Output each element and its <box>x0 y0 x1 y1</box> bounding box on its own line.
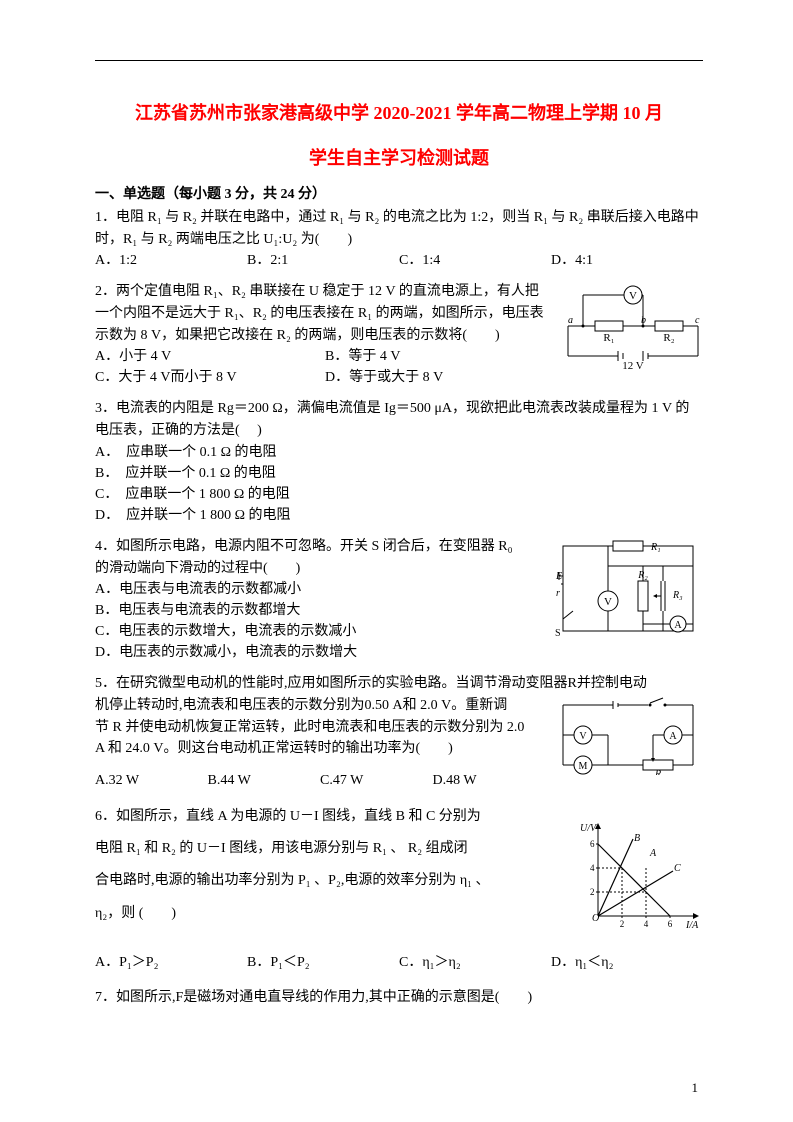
q4-r1-label: R₁ <box>650 542 661 553</box>
q2-opt-a: A．小于 4 V <box>95 346 325 367</box>
q5-circuit-figure: V A M R <box>553 695 703 791</box>
q2-opt-b: B．等于 4 V <box>325 346 555 367</box>
q4-circuit-figure: R₁ E r S V R₂ R₃ A <box>553 536 703 663</box>
q6-opt-d: D．η₁＜η₂ <box>551 952 703 973</box>
q5-opt-c: C.47 W <box>320 770 433 791</box>
question-3: 3．电流表的内阻是 Rg＝200 Ω，满偏电流值是 Ig＝500 μA，现欲把此… <box>95 398 703 525</box>
question-7: 7．如图所示,F是磁场对通电直导线的作用力,其中正确的示意图是( ) <box>95 987 703 1009</box>
q2-node-b: b <box>641 315 646 326</box>
q3-text: 3．电流表的内阻是 Rg＝200 Ω，满偏电流值是 Ig＝500 μA，现欲把此… <box>95 398 703 441</box>
q5-line1: 5．在研究微型电动机的性能时,应用如图所示的实验电路。当调节滑动变阻器R并控制电… <box>95 673 703 695</box>
q5-body: 机停止转动时,电流表和电压表的示数分别为0.50 A和 2.0 V。重新调 节 … <box>95 695 545 791</box>
q6-line4: η₂，则 ( ) <box>95 898 570 930</box>
q2-opt-c: C．大于 4 V而小于 8 V <box>95 367 325 388</box>
q4-s-label: S <box>555 628 561 639</box>
q6-options: A．P₁＞P₂ B．P₁＜P₂ C．η₁＞η₂ D．η₁＜η₂ <box>95 952 703 973</box>
q1-options: A．1:2 B．2:1 C．1:4 D．4:1 <box>95 250 703 271</box>
q4-opt-a: A．电压表与电流表的示数都减小 <box>95 579 545 600</box>
q6-opt-c: C．η₁＞η₂ <box>399 952 551 973</box>
q6-line-c: C <box>674 863 681 874</box>
q2-r1-label: R₁ <box>603 332 614 344</box>
q2-body: 2．两个定值电阻 R₁、R₂ 串联接在 U 稳定于 12 V 的直流电源上，有人… <box>95 281 555 388</box>
q2-node-c: c <box>695 315 700 326</box>
q4-opt-d: D．电压表的示数减小，电流表的示数增大 <box>95 642 545 663</box>
q4-a-label: A <box>674 620 682 631</box>
q2-options-row2: C．大于 4 V而小于 8 V D．等于或大于 8 V <box>95 367 555 388</box>
q6-xt-6: 6 <box>668 919 673 929</box>
q2-source-label: 12 V <box>622 360 644 371</box>
q2-opt-d: D．等于或大于 8 V <box>325 367 555 388</box>
q3-opt-c: C． 应串联一个 1 800 Ω 的电阻 <box>95 484 703 505</box>
q4-line1: 4．如图所示电路，电源内阻不可忽略。开关 S 闭合后，在变阻器 R₀ <box>95 536 545 558</box>
section-1-heading: 一、单选题（每小题 3 分，共 24 分） <box>95 184 703 205</box>
q2-node-a: a <box>568 315 573 326</box>
q4-line2: 的滑动端向下滑动的过程中( ) <box>95 558 545 580</box>
q6-xlabel: I/A <box>685 920 699 931</box>
q5-line3: 节 R 并使电动机恢复正常运转，此时电流表和电压表的示数分别为 2.0 <box>95 717 545 739</box>
q6-xt-2: 2 <box>620 919 625 929</box>
q6-line2: 电阻 R₁ 和 R₂ 的 U－I 图线，用该电源分别与 R₁ 、 R₂ 组成闭 <box>95 833 570 865</box>
q6-graph-figure: U/V I/A O 2 4 6 2 4 6 A B C <box>578 821 703 938</box>
question-2: 2．两个定值电阻 R₁、R₂ 串联接在 U 稳定于 12 V 的直流电源上，有人… <box>95 281 703 388</box>
question-5: 5．在研究微型电动机的性能时,应用如图所示的实验电路。当调节滑动变阻器R并控制电… <box>95 673 703 791</box>
q6-body: 6．如图所示，直线 A 为电源的 U－I 图线，直线 B 和 C 分别为 电阻 … <box>95 801 570 938</box>
q1-opt-d: D．4:1 <box>551 250 703 271</box>
q6-line-b: B <box>634 833 640 844</box>
q5-r-label: R <box>654 769 661 775</box>
q3-opt-a: A． 应串联一个 0.1 Ω 的电阻 <box>95 442 703 463</box>
exam-title-line1: 江苏省苏州市张家港高级中学 2020-2021 学年高二物理上学期 10 月 <box>95 100 703 127</box>
q5-options: A.32 W B.44 W C.47 W D.48 W <box>95 770 545 791</box>
q5-line4: A 和 24.0 V。则这台电动机正常运转时的输出功率为( ) <box>95 738 545 760</box>
q1-opt-b: B．2:1 <box>247 250 399 271</box>
q5-opt-a: A.32 W <box>95 770 208 791</box>
q6-line3: 合电路时,电源的输出功率分别为 P₁ 、P₂,电源的效率分别为 η₁ 、 <box>95 865 570 897</box>
q6-yt-6: 6 <box>590 839 595 849</box>
q6-opt-b: B．P₁＜P₂ <box>247 952 399 973</box>
q4-body: 4．如图所示电路，电源内阻不可忽略。开关 S 闭合后，在变阻器 R₀ 的滑动端向… <box>95 536 545 663</box>
q6-line-a: A <box>649 848 657 859</box>
q2-r2-label: R₂ <box>663 332 674 344</box>
q7-text: 7．如图所示,F是磁场对通电直导线的作用力,其中正确的示意图是( ) <box>95 987 703 1009</box>
q1-text: 1．电阻 R₁ 与 R₂ 并联在电路中，通过 R₁ 与 R₂ 的电流之比为 1:… <box>95 207 703 250</box>
q4-opt-c: C．电压表的示数增大，电流表的示数减小 <box>95 621 545 642</box>
top-rule <box>95 60 703 61</box>
q5-opt-d: D.48 W <box>433 770 546 791</box>
q3-options: A． 应串联一个 0.1 Ω 的电阻 B． 应并联一个 0.1 Ω 的电阻 C．… <box>95 442 703 526</box>
q5-opt-b: B.44 W <box>208 770 321 791</box>
q2-circuit-figure: V R₁ R₂ a b c 12 V <box>563 281 703 388</box>
q3-opt-d: D． 应并联一个 1 800 Ω 的电阻 <box>95 505 703 526</box>
q3-opt-b: B． 应并联一个 0.1 Ω 的电阻 <box>95 463 703 484</box>
q6-yt-4: 4 <box>590 863 595 873</box>
q1-opt-c: C．1:4 <box>399 250 551 271</box>
q2-line1: 2．两个定值电阻 R₁、R₂ 串联接在 U 稳定于 12 V 的直流电源上，有人… <box>95 281 555 303</box>
question-1: 1．电阻 R₁ 与 R₂ 并联在电路中，通过 R₁ 与 R₂ 的电流之比为 1:… <box>95 207 703 271</box>
q5-m-label: M <box>579 761 588 772</box>
q6-yt-2: 2 <box>590 887 595 897</box>
q4-r-label: r <box>556 588 560 599</box>
q4-opt-b: B．电压表与电流表的示数都增大 <box>95 600 545 621</box>
q5-a-label: A <box>669 731 677 742</box>
q5-v-label: V <box>579 731 587 742</box>
q4-options: A．电压表与电流表的示数都减小 B．电压表与电流表的示数都增大 C．电压表的示数… <box>95 579 545 663</box>
q6-xt-4: 4 <box>644 919 649 929</box>
q1-opt-a: A．1:2 <box>95 250 247 271</box>
q6-line1: 6．如图所示，直线 A 为电源的 U－I 图线，直线 B 和 C 分别为 <box>95 801 570 833</box>
page-number: 1 <box>692 1078 699 1098</box>
q6-ylabel: U/V <box>580 823 598 834</box>
q2-line3: 示数为 8 V，如果把它改接在 R₂ 的两端，则电压表的示数将( ) <box>95 325 555 347</box>
voltmeter-label: V <box>629 290 637 302</box>
q4-v-label: V <box>604 596 612 608</box>
q6-opt-a: A．P₁＞P₂ <box>95 952 247 973</box>
exam-title-line2: 学生自主学习检测试题 <box>95 145 703 172</box>
question-6: 6．如图所示，直线 A 为电源的 U－I 图线，直线 B 和 C 分别为 电阻 … <box>95 801 703 973</box>
q4-r3-label: R₃ <box>672 590 683 601</box>
q2-line2: 一个内阻不是远大于 R₁、R₂ 的电压表接在 R₁ 的两端，如图所示，电压表 <box>95 303 555 325</box>
q2-options-row1: A．小于 4 V B．等于 4 V <box>95 346 555 367</box>
q5-line2: 机停止转动时,电流表和电压表的示数分别为0.50 A和 2.0 V。重新调 <box>95 695 545 717</box>
question-4: 4．如图所示电路，电源内阻不可忽略。开关 S 闭合后，在变阻器 R₀ 的滑动端向… <box>95 536 703 663</box>
